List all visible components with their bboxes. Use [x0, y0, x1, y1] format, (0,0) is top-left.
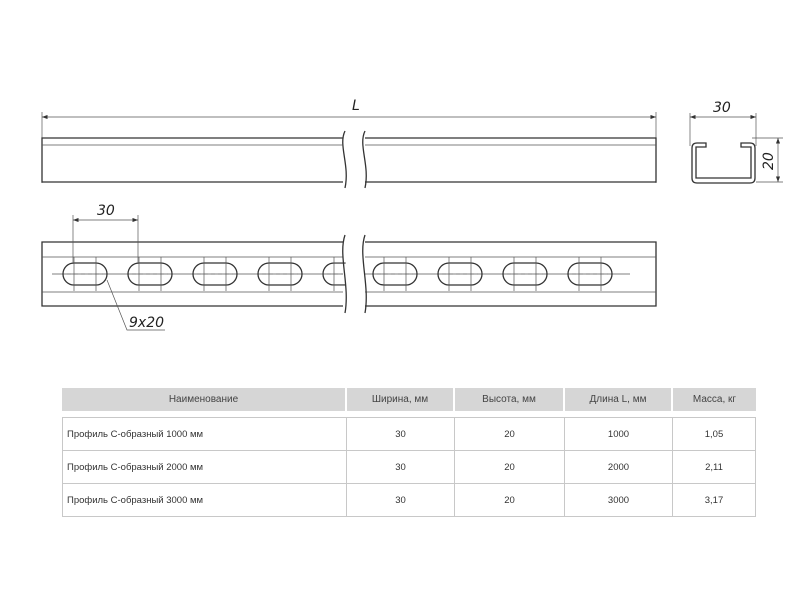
- cell-length: 2000: [565, 451, 673, 484]
- side-view: L: [41, 98, 657, 189]
- header-mass: Масса, кг: [673, 388, 756, 411]
- slot-hole: [62, 257, 108, 291]
- section-height-label: 20: [761, 152, 777, 170]
- slot-hole: [567, 257, 613, 291]
- slot-leader-line: [106, 279, 165, 331]
- table-row: Профиль С-образный 2000 мм 30 20 2000 2,…: [62, 451, 756, 484]
- cell-name: Профиль С-образный 2000 мм: [62, 451, 347, 484]
- break-line: [362, 130, 367, 189]
- cell-height: 20: [455, 417, 565, 451]
- top-view-perforated: 30 9x20: [41, 203, 657, 331]
- slot-hole: [192, 257, 238, 291]
- cell-name: Профиль С-образный 3000 мм: [62, 484, 347, 517]
- cell-name: Профиль С-образный 1000 мм: [62, 417, 347, 451]
- header-height: Высота, мм: [455, 388, 565, 411]
- c-profile-outline: [691, 142, 756, 184]
- header-name: Наименование: [62, 388, 347, 411]
- cell-length: 3000: [565, 484, 673, 517]
- cell-mass: 3,17: [673, 484, 756, 517]
- header-width: Ширина, мм: [347, 388, 455, 411]
- table-header-row: Наименование Ширина, мм Высота, мм Длина…: [62, 388, 756, 411]
- break-line: [362, 234, 367, 314]
- break-line: [342, 234, 347, 314]
- section-width-label: 30: [713, 100, 731, 116]
- cell-width: 30: [347, 451, 455, 484]
- table-row: Профиль С-образный 1000 мм 30 20 1000 1,…: [62, 417, 756, 451]
- slot-hole: [127, 257, 173, 291]
- cell-width: 30: [347, 417, 455, 451]
- cell-length: 1000: [565, 417, 673, 451]
- cross-section: 30 20: [689, 100, 783, 184]
- length-label: L: [352, 98, 360, 114]
- slot-hole: [257, 257, 303, 291]
- technical-drawing: L 30 9x20 30 20: [41, 98, 783, 331]
- break-line: [342, 130, 347, 189]
- slot-hole: [437, 257, 483, 291]
- specification-table: Наименование Ширина, мм Высота, мм Длина…: [62, 388, 756, 517]
- cell-width: 30: [347, 484, 455, 517]
- table-row: Профиль С-образный 3000 мм 30 20 3000 3,…: [62, 484, 756, 517]
- header-length: Длина L, мм: [565, 388, 673, 411]
- slot-hole: [502, 257, 548, 291]
- cell-height: 20: [455, 484, 565, 517]
- slot-size-label: 9x20: [129, 315, 164, 331]
- slot-hole: [372, 257, 418, 291]
- pitch-label: 30: [97, 203, 115, 219]
- cell-mass: 2,11: [673, 451, 756, 484]
- cell-mass: 1,05: [673, 417, 756, 451]
- cell-height: 20: [455, 451, 565, 484]
